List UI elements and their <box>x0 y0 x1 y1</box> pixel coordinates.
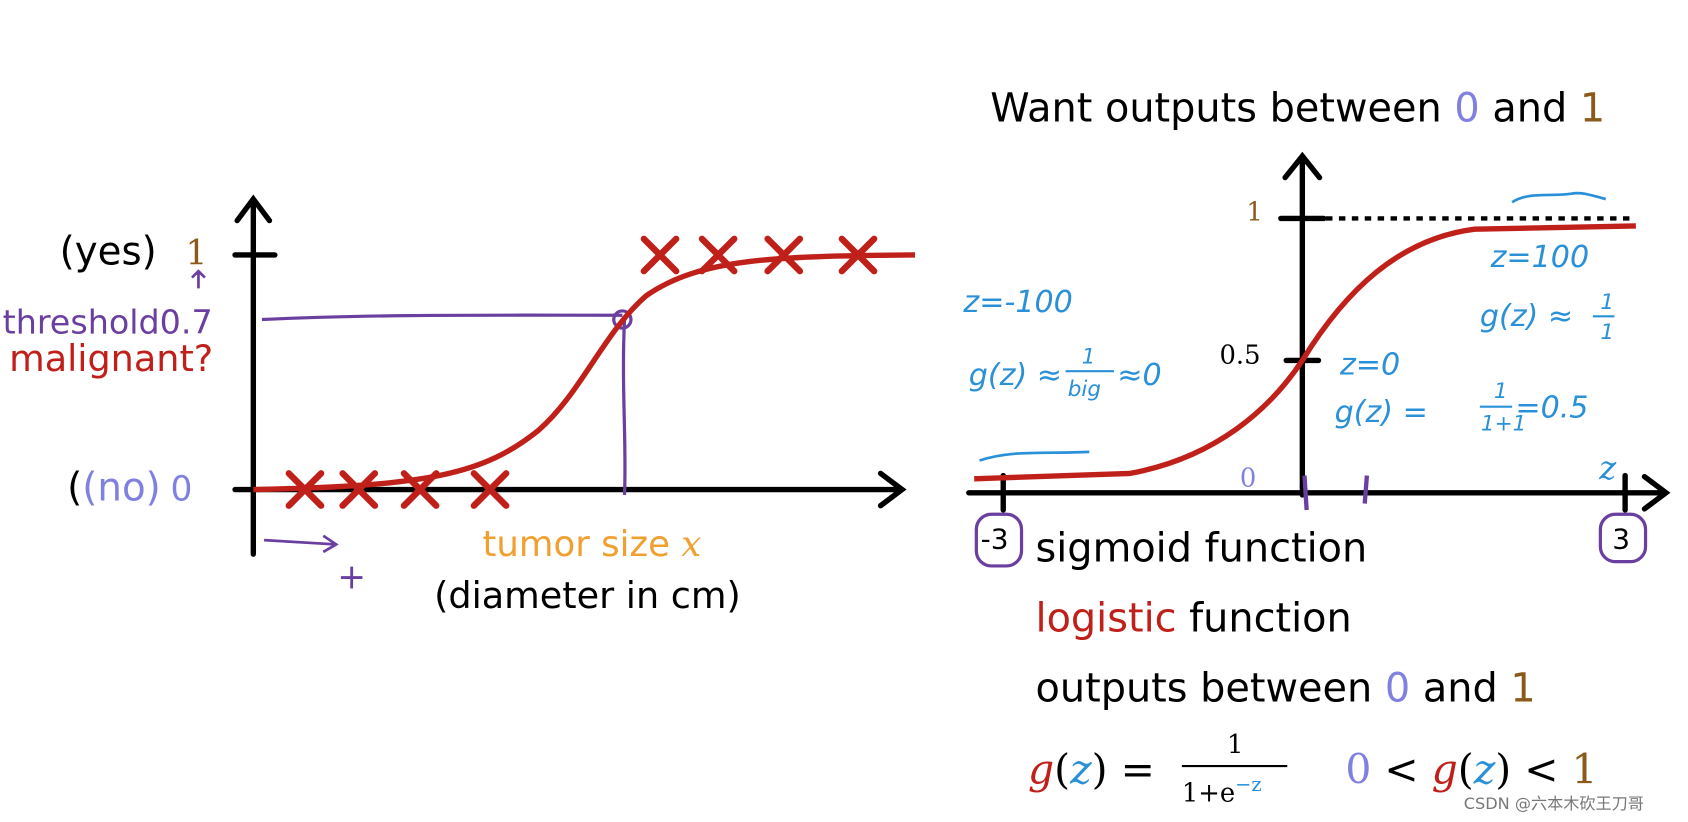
eq: = <box>1121 745 1155 793</box>
g: g <box>1028 745 1054 793</box>
squiggles <box>979 191 1607 462</box>
formula: g(z) = <box>1028 745 1155 793</box>
purple-ticks <box>1302 475 1370 511</box>
note: g(z) ≈ <box>969 358 1062 393</box>
y-axis <box>1282 151 1323 498</box>
outputs-and: and <box>1423 665 1498 711</box>
z-label: z <box>1598 449 1617 487</box>
outputs-line: outputs between 0 and 1 <box>1036 665 1536 711</box>
den-exp: −z <box>1235 773 1261 796</box>
note: g(z) ≈ <box>1480 299 1573 334</box>
inequality: 0 < g(z) < 1 <box>1345 745 1597 793</box>
note: z=-100 <box>962 285 1072 320</box>
no-text: (no) <box>82 465 160 510</box>
logistic: logistic <box>1036 596 1177 642</box>
outputs: outputs between <box>1036 665 1373 711</box>
zero-label: 0 <box>170 469 192 509</box>
y-half: 0.5 <box>1219 341 1260 371</box>
malignant-label: malignant? <box>9 337 213 380</box>
plus-label: + <box>337 558 366 598</box>
x-var: x <box>681 524 701 565</box>
negative-examples <box>285 470 510 509</box>
right-tick: 3 <box>1612 523 1630 556</box>
threshold-point <box>612 309 633 330</box>
x-axis <box>232 470 907 509</box>
note: 1 <box>1082 345 1096 370</box>
outputs-one: 1 <box>1510 665 1535 711</box>
paren: ) <box>1495 745 1511 793</box>
note: 1+1 <box>1481 411 1526 436</box>
sigmoid-line: sigmoid function <box>1036 526 1368 572</box>
data-crosses <box>285 235 878 509</box>
note: =0.5 <box>1515 390 1588 425</box>
paren: ( <box>1054 745 1070 793</box>
note: big <box>1068 377 1101 402</box>
paren: ) <box>1092 745 1108 793</box>
x-label-text: tumor size <box>482 524 669 565</box>
lt: < <box>1384 745 1418 793</box>
sigmoid-curve <box>974 223 1636 482</box>
watermark: CSDN @六本木砍王刀哥 <box>1464 794 1644 813</box>
paren: ( <box>1458 745 1474 793</box>
formula-den: 1+e−z <box>1182 773 1262 809</box>
threshold-text: threshold <box>3 303 160 342</box>
den: 1+e <box>1182 779 1235 809</box>
note: ≈0 <box>1117 358 1161 393</box>
title-zero: 0 <box>1454 86 1479 132</box>
lt: < <box>1524 745 1558 793</box>
ineq-g: g <box>1432 745 1458 793</box>
positive-examples <box>640 235 878 275</box>
x-sublabel: (diameter in cm) <box>434 574 741 617</box>
ineq-zero: 0 <box>1345 745 1371 793</box>
yes-label: (yes) <box>60 230 157 275</box>
function: function <box>1189 596 1352 642</box>
right-title: Want outputs between 0 and 1 <box>990 86 1605 132</box>
y-axis <box>234 194 273 557</box>
threshold-line <box>261 313 627 495</box>
logistic-line: logistic function <box>1036 596 1352 642</box>
logistic-curve <box>253 252 916 493</box>
formula-num: 1 <box>1227 730 1243 760</box>
origin: 0 <box>1240 463 1256 493</box>
title-text: Want outputs between <box>990 86 1441 132</box>
note: g(z) = <box>1335 395 1428 430</box>
outputs-zero: 0 <box>1385 665 1410 711</box>
left-axes <box>232 194 907 557</box>
title-and: and <box>1492 86 1567 132</box>
left-tick: -3 <box>981 523 1009 556</box>
note: 1 <box>1600 290 1614 315</box>
one-label: 1 <box>186 234 208 274</box>
note: 1 <box>1600 320 1614 345</box>
y-one: 1 <box>1246 198 1262 228</box>
annotation-arrows <box>191 269 339 554</box>
z: z <box>1069 745 1092 793</box>
title-one: 1 <box>1580 86 1605 132</box>
note: z=0 <box>1339 347 1400 382</box>
ineq-z: z <box>1473 745 1496 793</box>
no-label: ((no) <box>67 465 161 510</box>
note: 1 <box>1494 379 1508 404</box>
circle-left <box>974 512 1024 568</box>
threshold-value: 0.7 <box>160 303 213 342</box>
circle-right <box>1598 512 1648 564</box>
ineq-one: 1 <box>1572 745 1598 793</box>
threshold-label: threshold0.7 <box>3 303 213 342</box>
z-axis <box>966 473 1671 512</box>
note: z=100 <box>1490 240 1590 275</box>
x-label: tumor size x <box>482 524 701 565</box>
notes: z=-100 g(z) ≈ 1 big ≈0 z=0 g(z) = 1 1+1 … <box>962 240 1615 436</box>
